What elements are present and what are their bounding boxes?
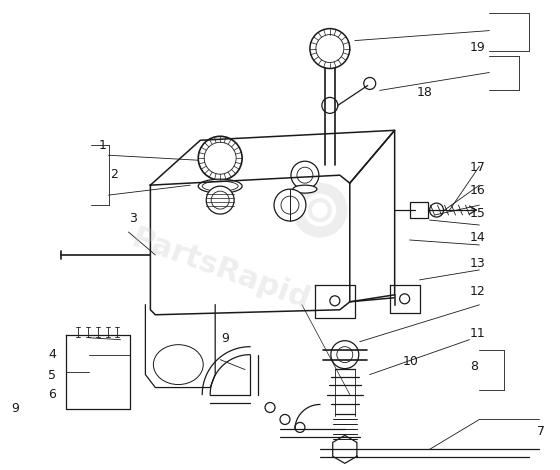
Bar bbox=[409, 202, 428, 218]
Text: 7: 7 bbox=[537, 425, 545, 439]
Circle shape bbox=[280, 415, 290, 424]
Circle shape bbox=[206, 186, 234, 214]
Text: 18: 18 bbox=[417, 86, 433, 99]
Circle shape bbox=[198, 136, 242, 180]
Text: 8: 8 bbox=[470, 360, 478, 373]
Text: 14: 14 bbox=[470, 231, 486, 244]
Text: 13: 13 bbox=[470, 257, 486, 270]
Text: 4: 4 bbox=[48, 348, 56, 361]
Circle shape bbox=[310, 29, 350, 69]
Circle shape bbox=[265, 402, 275, 413]
Ellipse shape bbox=[198, 179, 242, 193]
Text: 11: 11 bbox=[470, 327, 486, 340]
Text: 19: 19 bbox=[470, 41, 486, 54]
Text: 16: 16 bbox=[470, 184, 486, 197]
Text: PartsRapid: PartsRapid bbox=[127, 224, 314, 316]
Circle shape bbox=[331, 341, 359, 368]
Text: 12: 12 bbox=[470, 285, 486, 298]
Circle shape bbox=[364, 78, 376, 89]
Circle shape bbox=[400, 294, 409, 304]
Text: 1: 1 bbox=[99, 140, 106, 152]
Text: 3: 3 bbox=[129, 212, 137, 225]
Text: 9: 9 bbox=[221, 332, 229, 345]
Circle shape bbox=[330, 296, 340, 306]
Text: 5: 5 bbox=[48, 369, 57, 382]
Circle shape bbox=[430, 203, 444, 217]
Text: 15: 15 bbox=[470, 207, 486, 220]
Text: 2: 2 bbox=[110, 168, 118, 180]
Circle shape bbox=[322, 97, 338, 113]
Circle shape bbox=[274, 189, 306, 221]
Ellipse shape bbox=[293, 185, 317, 193]
Circle shape bbox=[295, 423, 305, 432]
Circle shape bbox=[291, 161, 319, 189]
Text: 10: 10 bbox=[403, 355, 419, 368]
Text: 6: 6 bbox=[48, 388, 56, 401]
Text: 17: 17 bbox=[470, 161, 486, 173]
Text: 9: 9 bbox=[11, 402, 18, 415]
